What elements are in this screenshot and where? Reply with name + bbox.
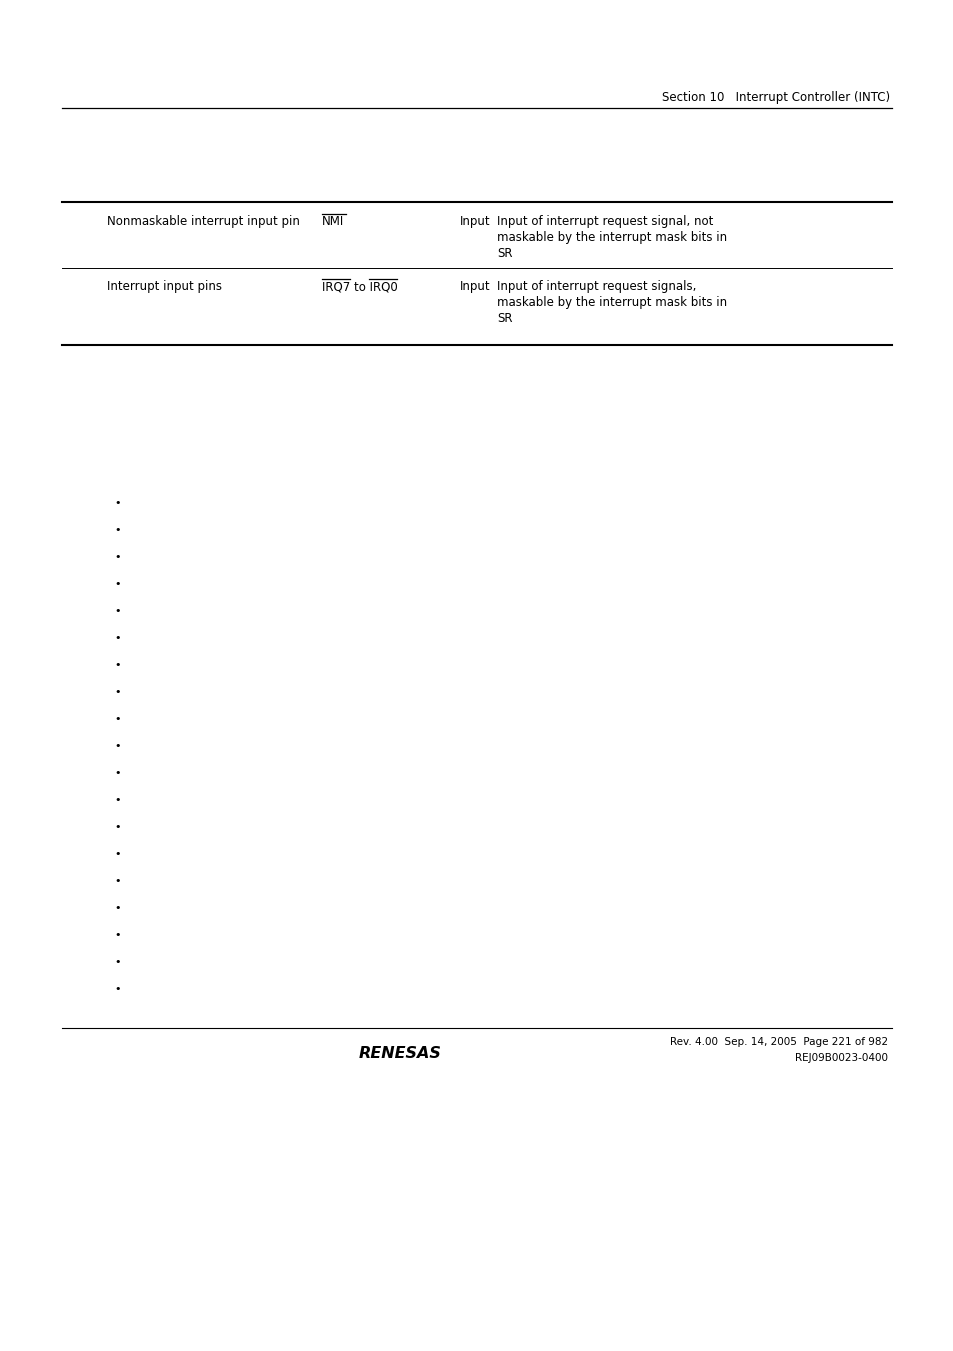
Text: maskable by the interrupt mask bits in: maskable by the interrupt mask bits in bbox=[497, 231, 726, 245]
Text: •: • bbox=[114, 848, 121, 859]
Text: •: • bbox=[114, 984, 121, 994]
Text: RENESAS: RENESAS bbox=[358, 1046, 441, 1061]
Text: •: • bbox=[114, 499, 121, 508]
Text: •: • bbox=[114, 688, 121, 697]
Text: •: • bbox=[114, 794, 121, 805]
Text: •: • bbox=[114, 929, 121, 940]
Text: •: • bbox=[114, 553, 121, 562]
Text: •: • bbox=[114, 713, 121, 724]
Text: •: • bbox=[114, 875, 121, 886]
Text: •: • bbox=[114, 740, 121, 751]
Text: •: • bbox=[114, 902, 121, 913]
Text: NMI: NMI bbox=[322, 215, 344, 228]
Text: •: • bbox=[114, 526, 121, 535]
Text: •: • bbox=[114, 821, 121, 832]
Text: •: • bbox=[114, 767, 121, 778]
Text: REJ09B0023-0400: REJ09B0023-0400 bbox=[794, 1052, 887, 1063]
Text: Rev. 4.00  Sep. 14, 2005  Page 221 of 982: Rev. 4.00 Sep. 14, 2005 Page 221 of 982 bbox=[669, 1038, 887, 1047]
Text: •: • bbox=[114, 661, 121, 670]
Text: SR: SR bbox=[497, 312, 512, 326]
Text: IRQ7 to IRQ0: IRQ7 to IRQ0 bbox=[322, 280, 397, 293]
Text: Input: Input bbox=[459, 215, 490, 228]
Text: Input of interrupt request signals,: Input of interrupt request signals, bbox=[497, 280, 696, 293]
Text: •: • bbox=[114, 957, 121, 967]
Text: •: • bbox=[114, 634, 121, 643]
Text: Interrupt input pins: Interrupt input pins bbox=[107, 280, 222, 293]
Text: •: • bbox=[114, 580, 121, 589]
Text: •: • bbox=[114, 607, 121, 616]
Text: maskable by the interrupt mask bits in: maskable by the interrupt mask bits in bbox=[497, 296, 726, 309]
Text: Input of interrupt request signal, not: Input of interrupt request signal, not bbox=[497, 215, 713, 228]
Text: Input: Input bbox=[459, 280, 490, 293]
Text: Section 10   Interrupt Controller (INTC): Section 10 Interrupt Controller (INTC) bbox=[661, 91, 889, 104]
Text: SR: SR bbox=[497, 247, 512, 259]
Text: Nonmaskable interrupt input pin: Nonmaskable interrupt input pin bbox=[107, 215, 299, 228]
